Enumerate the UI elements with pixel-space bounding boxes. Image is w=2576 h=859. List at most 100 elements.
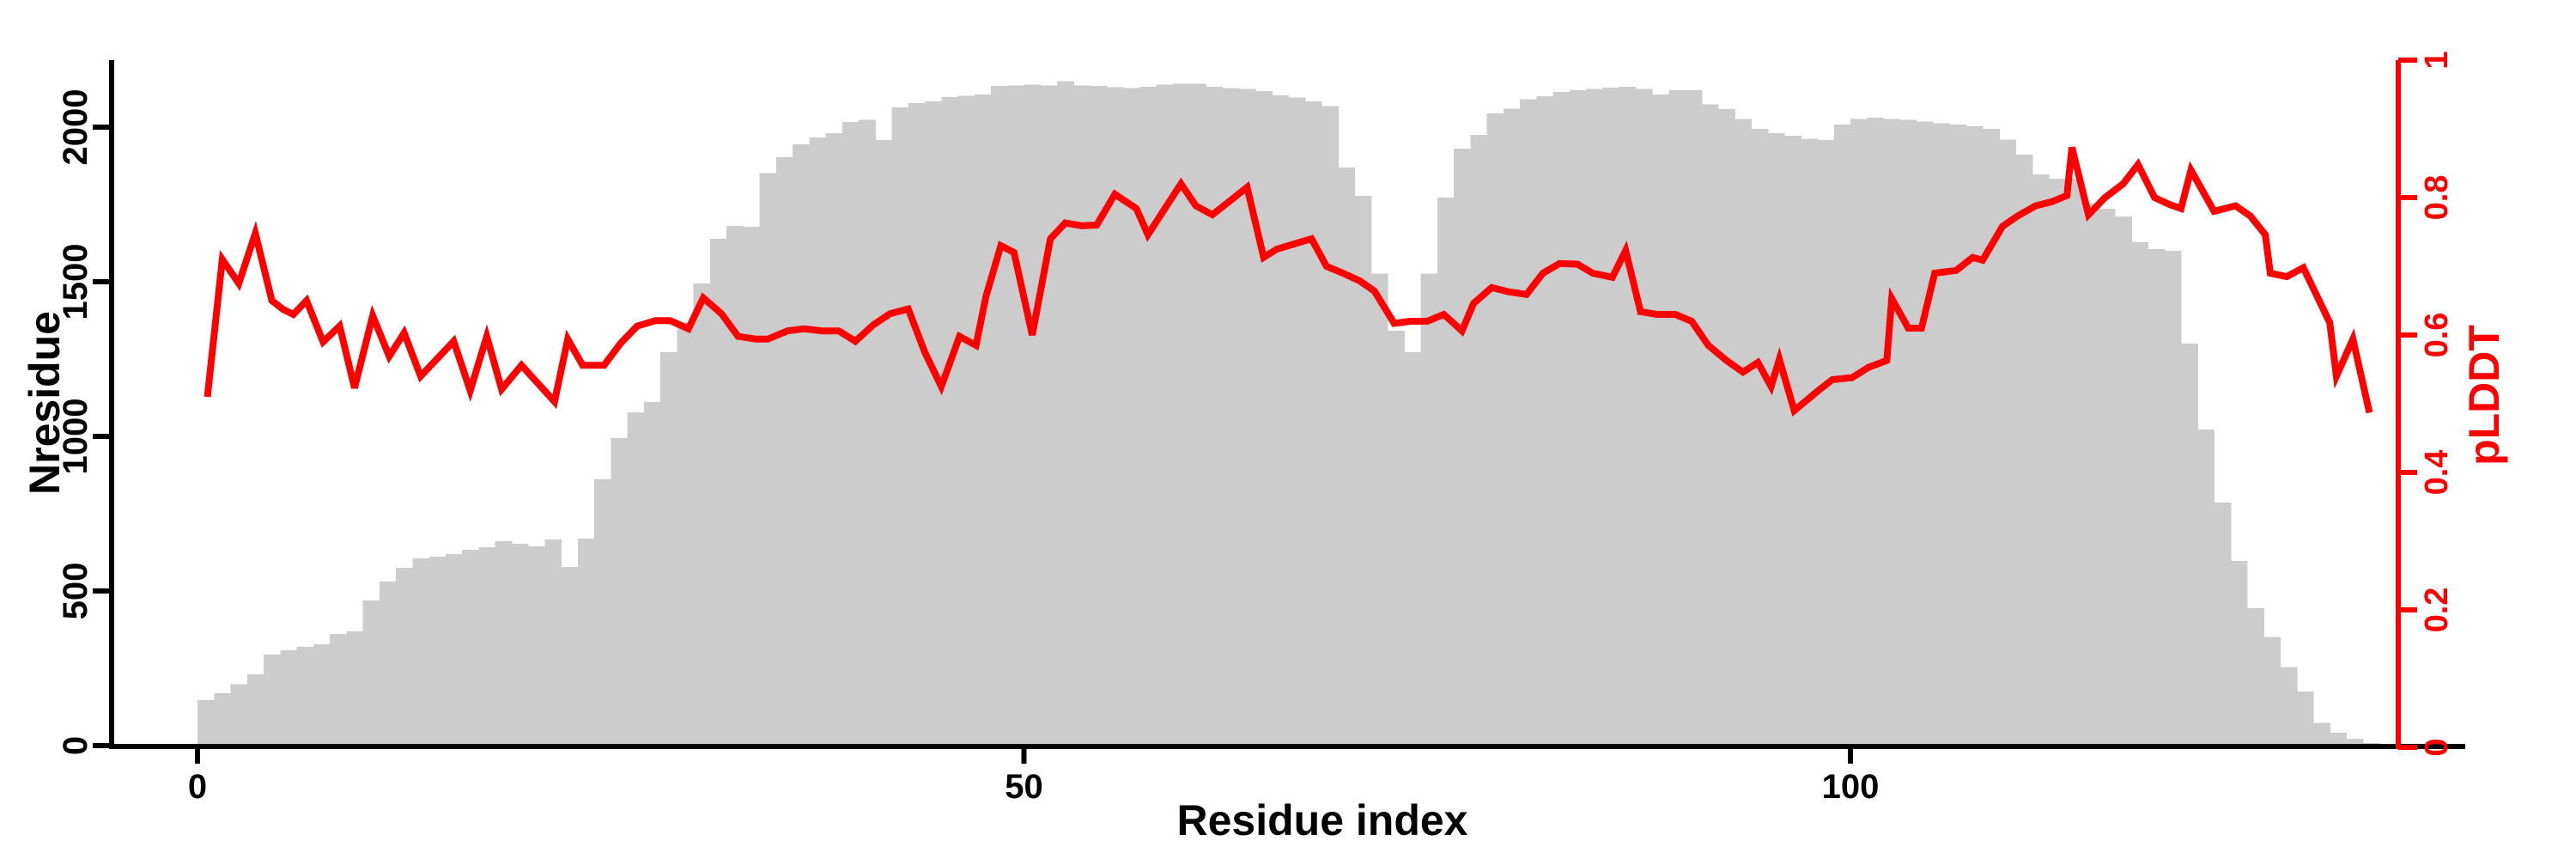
- bar: [2230, 561, 2248, 746]
- bar: [1123, 88, 1140, 746]
- bar: [2148, 248, 2166, 746]
- bar: [1917, 121, 1934, 746]
- bar: [1899, 119, 1917, 746]
- bar: [1949, 125, 1967, 746]
- bar: [841, 121, 860, 746]
- bar: [1635, 88, 1653, 746]
- bar: [2131, 241, 2148, 746]
- bar: [511, 543, 529, 746]
- y-axis-right-tick-label: 0.2: [2419, 588, 2455, 633]
- bar: [1172, 83, 1190, 746]
- y-axis-right-title: pLDDT: [2460, 325, 2508, 466]
- x-axis-tick-label: 100: [1822, 768, 1880, 806]
- bar: [611, 438, 628, 746]
- y-axis-left-tick-label: 0: [57, 736, 94, 755]
- bar: [2197, 430, 2215, 746]
- bar: [2065, 179, 2082, 746]
- bar: [1272, 94, 1289, 746]
- bar: [1883, 119, 1901, 746]
- bar: [214, 692, 231, 746]
- bar: [1388, 331, 1405, 746]
- bar: [2247, 608, 2264, 746]
- bar: [2081, 203, 2099, 746]
- bar: [412, 557, 429, 746]
- y-axis-left-tick-label: 2000: [57, 89, 94, 166]
- bar: [1073, 85, 1091, 746]
- bar: [2164, 251, 2182, 746]
- bar: [1685, 90, 1703, 746]
- x-axis-title: Residue index: [1177, 796, 1468, 844]
- bar: [330, 634, 347, 746]
- bar: [594, 479, 611, 746]
- y-axis-left-title: Nresidue: [21, 311, 69, 495]
- bar: [1189, 83, 1206, 746]
- y-axis-right-tick-label: 0.4: [2419, 450, 2455, 496]
- bar: [1024, 84, 1042, 746]
- bar: [957, 95, 975, 746]
- bar: [462, 550, 479, 746]
- bar: [246, 673, 264, 746]
- bar: [1238, 88, 1256, 746]
- bar: [1933, 123, 1950, 746]
- bar: [1486, 113, 1504, 746]
- y-axis-left-tick-label: 1000: [57, 399, 94, 475]
- bar: [362, 600, 380, 746]
- x-axis: 0 50 100: [109, 744, 2465, 806]
- bar: [1520, 99, 1537, 746]
- bar: [1255, 90, 1273, 746]
- bar: [1404, 352, 1421, 746]
- bar: [1718, 108, 1735, 746]
- bar: [2049, 179, 2066, 746]
- bar: [1437, 198, 1455, 746]
- bar: [1850, 119, 1868, 746]
- bar: [908, 102, 926, 746]
- bar: [809, 137, 826, 746]
- bar: [1321, 106, 1339, 746]
- bar: [1602, 87, 1619, 746]
- bar: [445, 553, 463, 746]
- bar: [1106, 87, 1124, 746]
- y-axis-right-tick-label: 0.8: [2419, 175, 2455, 221]
- bar: [1420, 273, 1438, 746]
- bar: [693, 283, 711, 746]
- bar: [1007, 85, 1024, 746]
- bar: [396, 568, 413, 746]
- bar: [346, 631, 363, 746]
- bar: [1454, 149, 1471, 746]
- y-axis-right-tick-label: 0: [2419, 738, 2455, 756]
- bar: [2263, 637, 2281, 746]
- bar: [1983, 129, 2000, 746]
- nresidue-bars: [197, 81, 2380, 746]
- bar: [859, 119, 876, 746]
- bar: [313, 643, 331, 746]
- bar: [197, 700, 215, 746]
- bar: [825, 132, 843, 746]
- bar: [1552, 91, 1571, 746]
- bar: [726, 225, 744, 746]
- bar: [1751, 129, 1769, 746]
- bar: [2115, 216, 2132, 746]
- bar: [528, 546, 545, 746]
- bar: [743, 226, 760, 746]
- bar: [875, 140, 892, 746]
- bar: [1767, 132, 1785, 746]
- bar: [1040, 85, 1058, 746]
- bar: [925, 101, 942, 746]
- bar: [2032, 174, 2050, 746]
- bar: [1867, 117, 1884, 746]
- bar: [1222, 88, 1240, 746]
- bar: [627, 411, 645, 746]
- y-axis-left-tick-label: 500: [57, 563, 94, 620]
- bar: [775, 156, 793, 746]
- bar: [1288, 97, 1306, 746]
- bar: [1701, 104, 1719, 746]
- bar: [1156, 84, 1174, 746]
- bar: [478, 546, 495, 746]
- bar: [709, 238, 727, 746]
- bar: [2346, 739, 2364, 746]
- bar: [1965, 125, 1984, 746]
- bar: [544, 539, 562, 746]
- bar: [2214, 503, 2232, 746]
- x-axis-tick-label: 0: [188, 768, 207, 806]
